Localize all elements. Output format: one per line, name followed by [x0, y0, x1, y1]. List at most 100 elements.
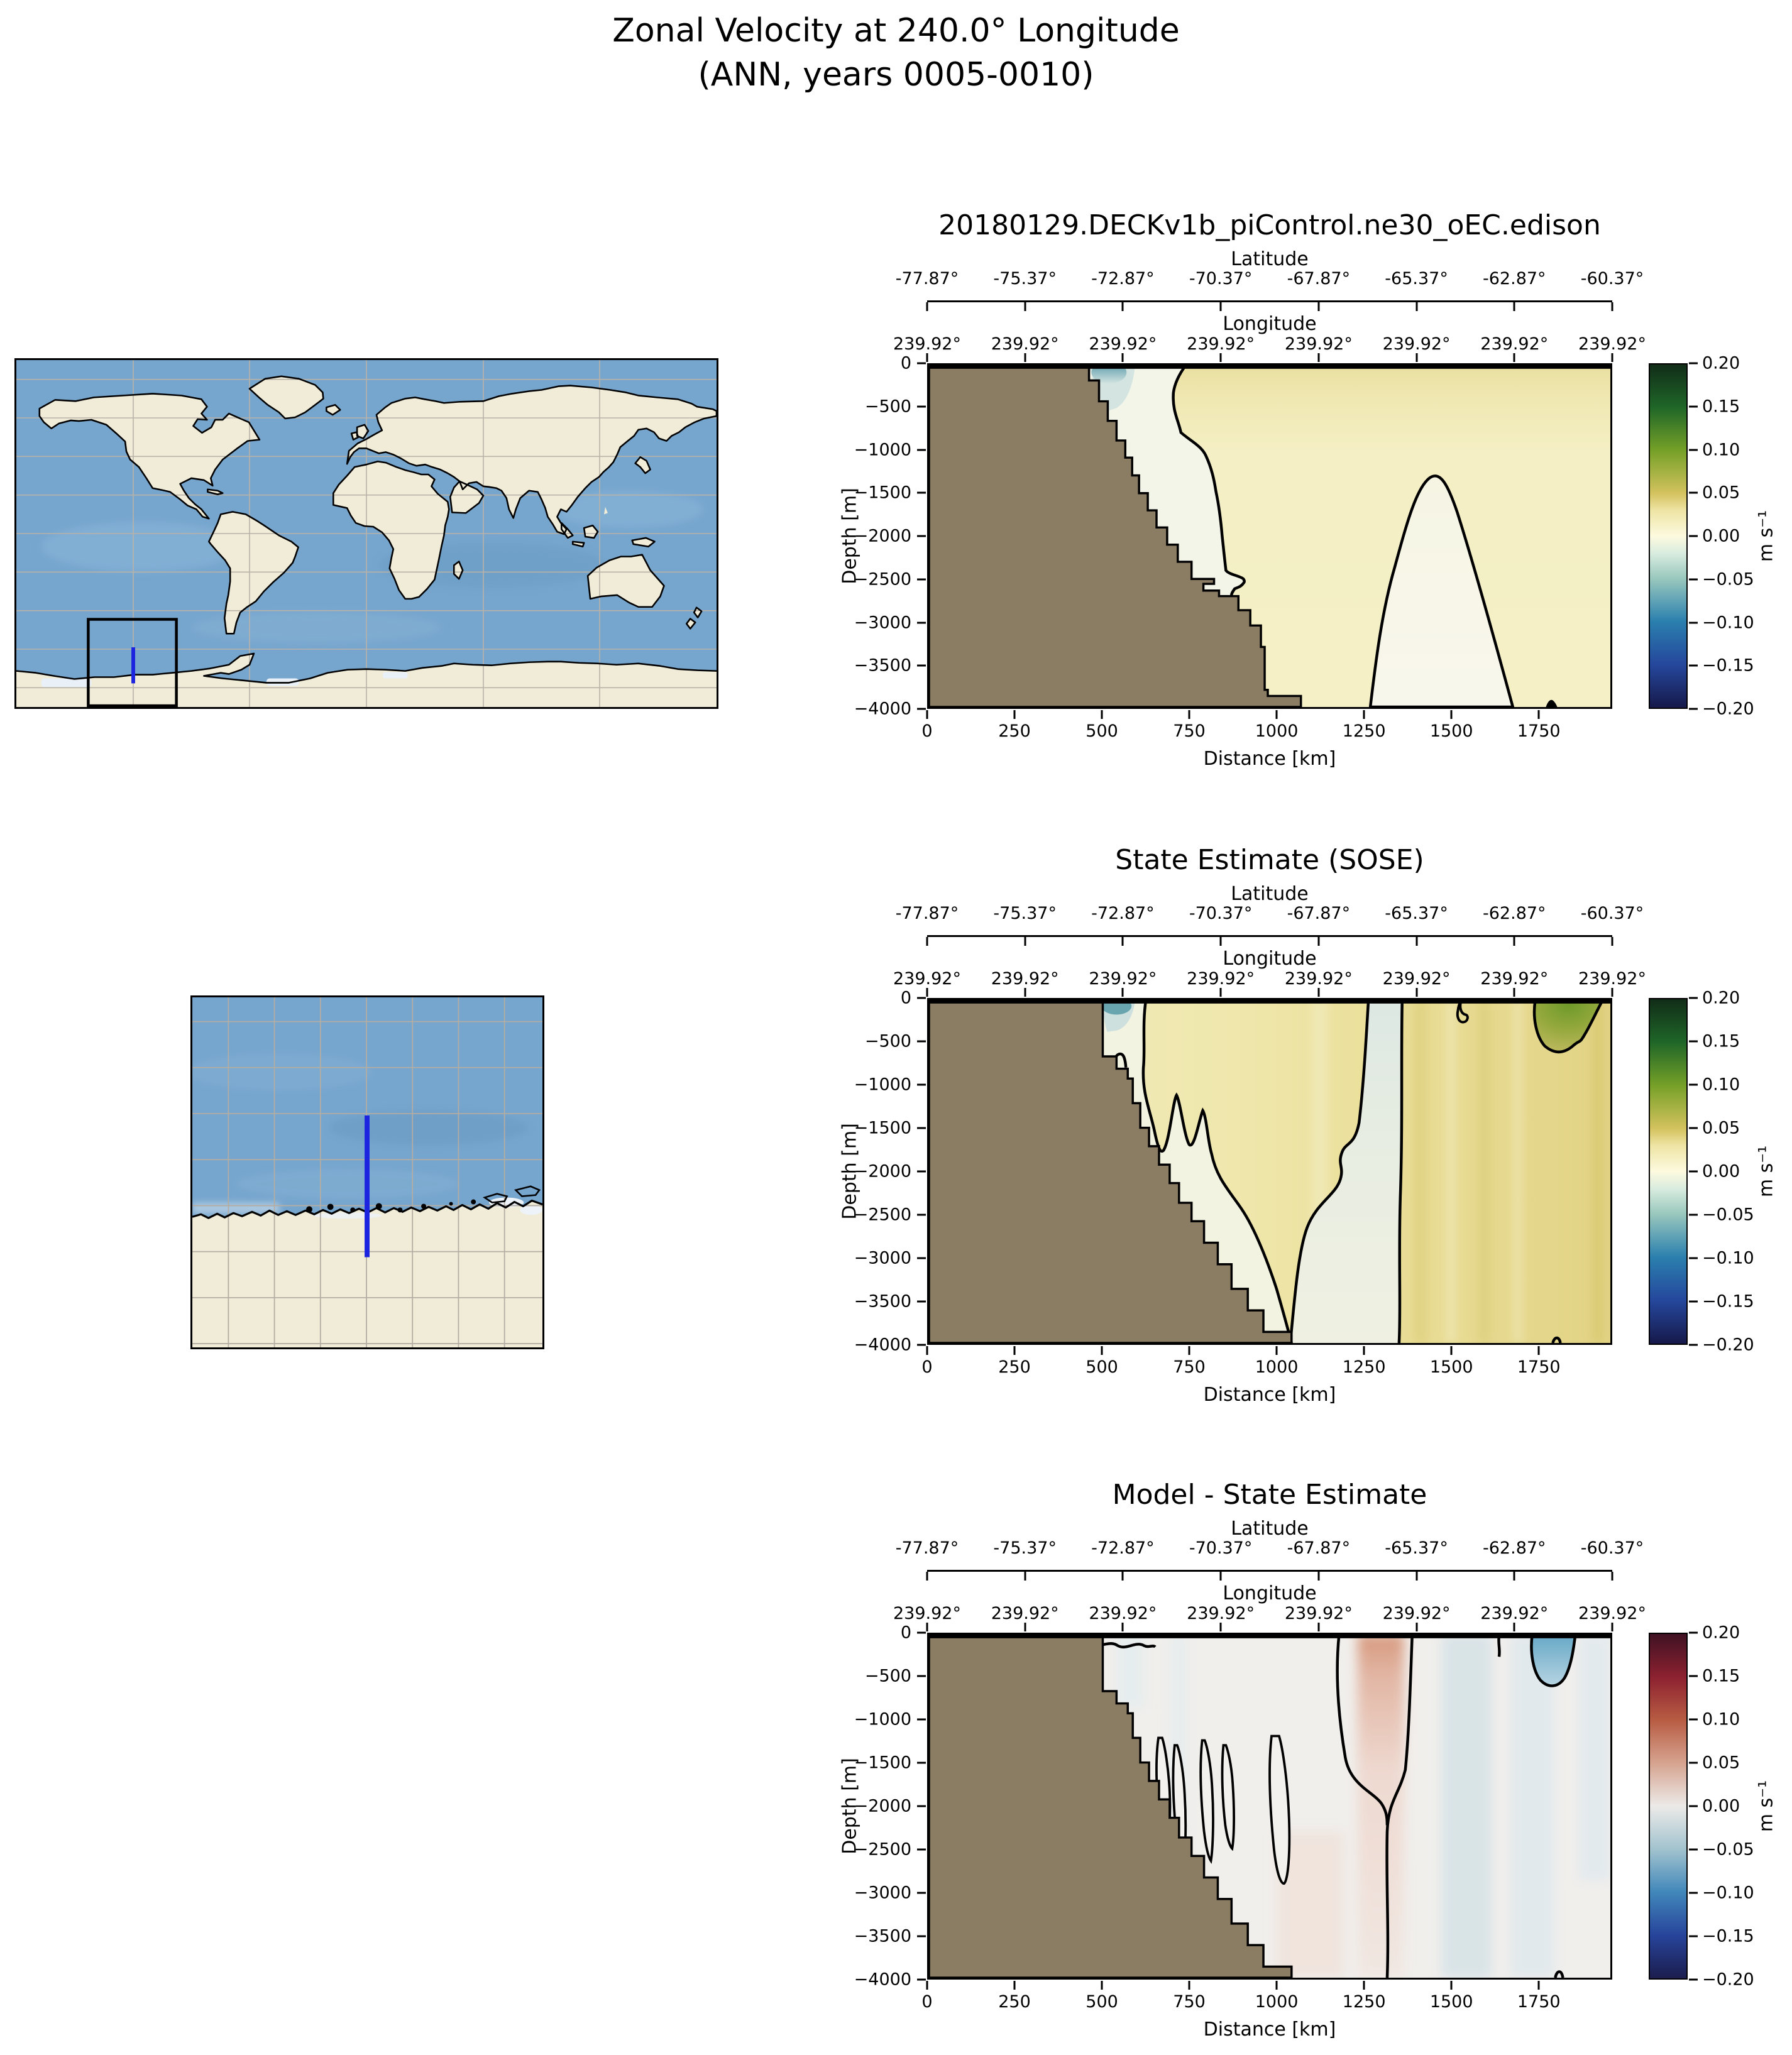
- distance-tick-mark: [1101, 710, 1103, 719]
- panel1-depth-tick-marks: [917, 362, 926, 710]
- region-zoom-map: [190, 995, 544, 1349]
- panel3-latitude-axis-label: Latitude: [1231, 1518, 1309, 1540]
- colorbar-tick-label: −0.05: [1702, 569, 1754, 589]
- longitude-tick-mark: [1121, 353, 1124, 362]
- longitude-tick-label: 239.92°: [1284, 1604, 1353, 1623]
- longitude-tick-label: 239.92°: [1187, 1604, 1255, 1623]
- colorbar-tick-label: −0.20: [1702, 699, 1754, 719]
- panel2-latitude-tick-marks: [926, 937, 1613, 946]
- colorbar-tick-mark: [1689, 1848, 1698, 1851]
- colorbar-tick-label: 0.20: [1702, 988, 1740, 1008]
- panel2-plot-area: [927, 998, 1612, 1345]
- distance-tick-label: 250: [998, 1357, 1031, 1377]
- depth-tick-label: −500: [864, 1031, 911, 1051]
- latitude-tick-label: -77.87°: [895, 269, 959, 288]
- panel2-contour-graphic: [929, 1000, 1610, 1343]
- longitude-tick-mark: [1219, 1623, 1222, 1631]
- distance-tick-mark: [1537, 710, 1540, 719]
- depth-tick-mark: [917, 1257, 926, 1259]
- depth-tick-label: −3500: [854, 655, 911, 676]
- panel3-longitude-axis-label: Longitude: [1223, 1582, 1317, 1604]
- distance-tick-label: 0: [921, 721, 933, 741]
- depth-tick-label: −3000: [854, 1248, 911, 1268]
- panel2-colorbar-unit: m s⁻¹: [1755, 1145, 1778, 1198]
- colorbar-tick-label: 0.00: [1702, 1161, 1740, 1181]
- panel2-latitude-axis-line: [927, 935, 1612, 937]
- colorbar-tick-mark: [1689, 1631, 1698, 1634]
- depth-tick-mark: [917, 491, 926, 494]
- depth-tick-mark: [917, 1170, 926, 1173]
- distance-tick-label: 500: [1086, 721, 1118, 741]
- colorbar-tick-mark: [1689, 1127, 1698, 1129]
- panel1-latitude-tick-marks: [926, 302, 1613, 311]
- panel1-title: 20180129.DECKv1b_piControl.ne30_oEC.edis…: [938, 209, 1601, 241]
- distance-tick-label: 0: [921, 1357, 933, 1377]
- figure-title-line1: Zonal Velocity at 240.0° Longitude: [612, 12, 1180, 50]
- latitude-tick-mark: [1415, 1572, 1418, 1581]
- longitude-tick-mark: [1611, 988, 1613, 997]
- depth-tick-mark: [917, 578, 926, 581]
- longitude-tick-mark: [1219, 988, 1222, 997]
- colorbar-tick-mark: [1689, 1040, 1698, 1043]
- latitude-tick-label: -65.37°: [1385, 269, 1448, 288]
- world-graticule: [16, 360, 717, 707]
- colorbar-tick-label: −0.20: [1702, 1335, 1754, 1355]
- colorbar-tick-label: 0.15: [1702, 1031, 1740, 1051]
- latitude-tick-mark: [1611, 937, 1613, 946]
- latitude-tick-mark: [1611, 1572, 1613, 1581]
- latitude-tick-mark: [1415, 302, 1418, 311]
- distance-tick-mark: [926, 1981, 928, 1990]
- longitude-tick-label: 239.92°: [1089, 969, 1157, 989]
- seafloor-contour-blip: [1546, 699, 1558, 707]
- colorbar-tick-mark: [1689, 622, 1698, 623]
- depth-tick-mark: [917, 708, 926, 710]
- panel1-distance-tick-marks: [926, 710, 1612, 719]
- colorbar-tick-label: −0.15: [1702, 1926, 1754, 1946]
- colorbar-tick-label: −0.15: [1702, 655, 1754, 676]
- panel2-colorbar-ticks: 0.20 0.15 0.10 0.05 0.00 −0.05 −0.10 −0.15 −0.20: [1702, 989, 1790, 1355]
- depth-tick-label: −3000: [854, 1883, 911, 1903]
- panel2-latitude-ticks: -77.87° -75.37° -72.87° -70.37° -67.87° -65.3…: [896, 904, 1644, 925]
- longitude-tick-label: 239.92°: [1480, 334, 1549, 354]
- latitude-tick-mark: [1121, 937, 1124, 946]
- latitude-tick-mark: [1317, 937, 1320, 946]
- panel1-longitude-tick-marks: [926, 353, 1613, 362]
- panel1-plot-area: [927, 363, 1612, 709]
- depth-tick-label: −1500: [854, 483, 911, 503]
- colorbar-tick-mark: [1689, 997, 1698, 999]
- colorbar-tick-mark: [1689, 535, 1698, 537]
- panel3-plot-area: [927, 1633, 1612, 1980]
- longitude-tick-label: 239.92°: [1284, 969, 1353, 989]
- panel1-depth-axis-label: Depth [m]: [838, 488, 861, 584]
- latitude-tick-label: -60.37°: [1580, 1538, 1644, 1558]
- latitude-tick-mark: [1219, 302, 1222, 311]
- latitude-tick-mark: [1317, 1572, 1320, 1581]
- depth-tick-mark: [917, 1040, 926, 1043]
- colorbar-tick-label: −0.20: [1702, 1970, 1754, 1990]
- depth-tick-label: −1000: [854, 1075, 911, 1095]
- panel2-distance-tick-marks: [926, 1346, 1612, 1355]
- depth-tick-mark: [917, 535, 926, 537]
- latitude-tick-mark: [926, 937, 928, 946]
- longitude-tick-mark: [1317, 988, 1320, 997]
- zero-contours: [1112, 1000, 1562, 1343]
- depth-tick-mark: [917, 1300, 926, 1303]
- distance-tick-label: 1500: [1429, 721, 1473, 741]
- depth-tick-mark: [917, 449, 926, 451]
- longitude-tick-mark: [926, 353, 928, 362]
- longitude-tick-label: 239.92°: [1578, 334, 1646, 354]
- latitude-tick-mark: [926, 302, 928, 311]
- colorbar-tick-label: 0.05: [1702, 1118, 1740, 1138]
- panel3-colorbar-ticks: 0.20 0.15 0.10 0.05 0.00 −0.05 −0.10 −0.15 −0.20: [1702, 1623, 1790, 1990]
- longitude-tick-mark: [1024, 988, 1026, 997]
- coastal-islands: [306, 1199, 476, 1213]
- colorbar-tick-mark: [1689, 1718, 1698, 1721]
- distance-tick-mark: [1363, 710, 1365, 719]
- depth-tick-mark: [917, 1631, 926, 1634]
- depth-tick-mark: [917, 405, 926, 408]
- latitude-tick-label: -72.87°: [1091, 1538, 1155, 1558]
- distance-tick-label: 0: [921, 1992, 933, 2012]
- distance-tick-label: 500: [1086, 1992, 1118, 2012]
- colorbar-tick-mark: [1689, 405, 1698, 408]
- longitude-tick-label: 239.92°: [1089, 334, 1157, 354]
